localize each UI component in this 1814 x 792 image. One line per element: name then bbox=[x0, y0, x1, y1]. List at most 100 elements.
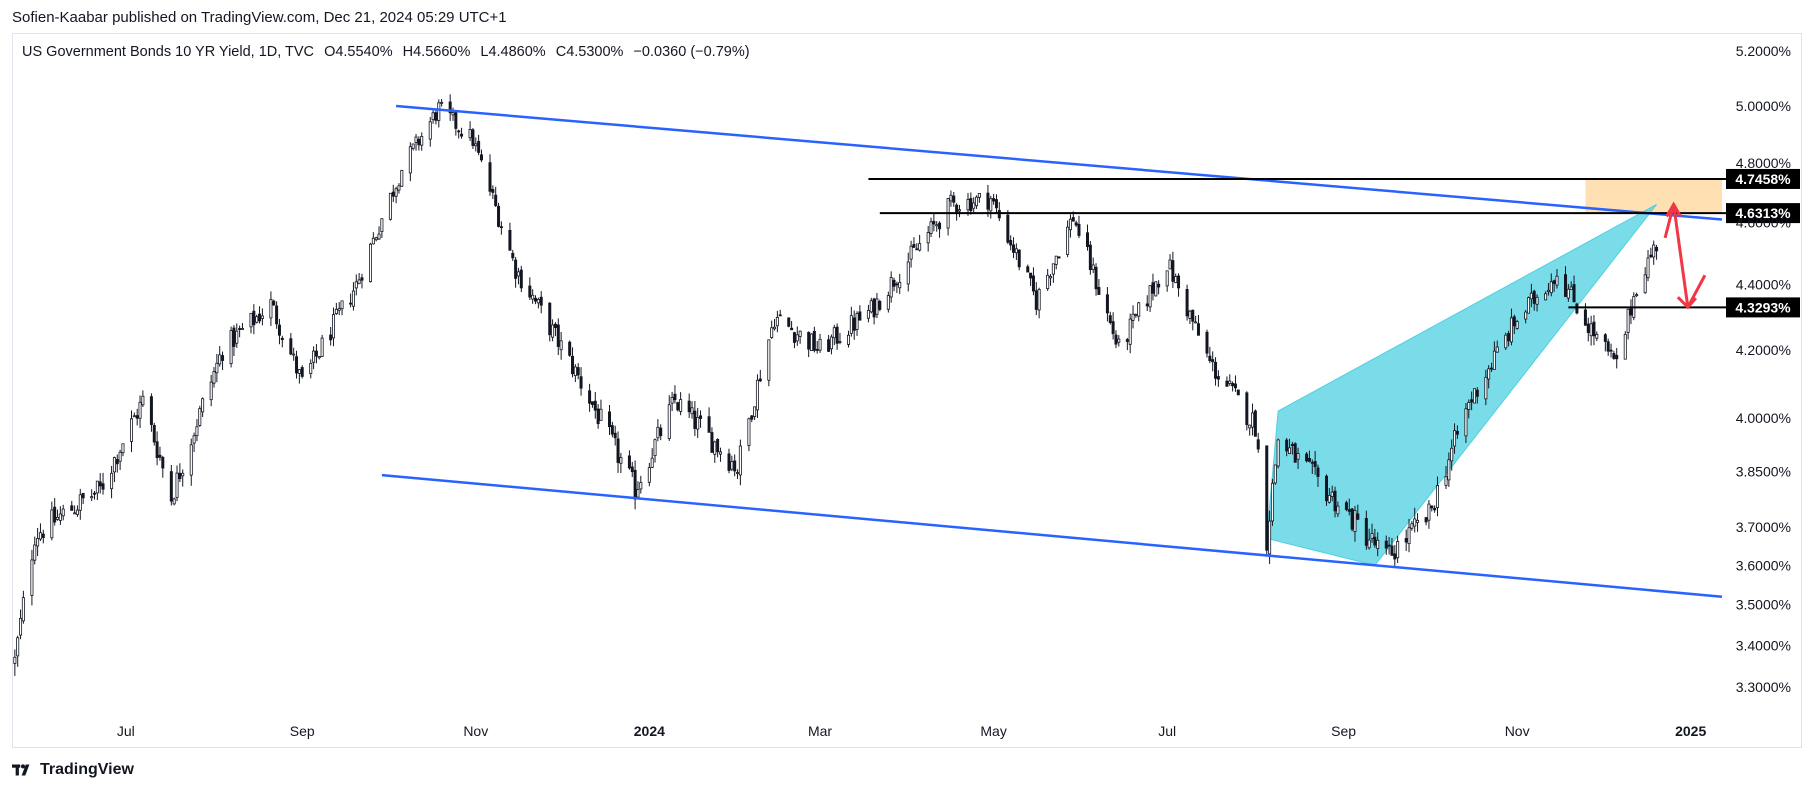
candle-body bbox=[1635, 294, 1639, 296]
candle bbox=[1626, 308, 1630, 340]
candle-body bbox=[400, 170, 404, 187]
candle bbox=[138, 395, 142, 428]
candle-body bbox=[1117, 338, 1121, 343]
candle-body bbox=[1595, 333, 1599, 339]
candle-body bbox=[1191, 309, 1195, 322]
x-axis[interactable]: Jul Sep Nov 2024 Mar May Jul Sep Nov 2025 bbox=[117, 723, 1707, 739]
candle-body bbox=[1603, 334, 1607, 342]
candle bbox=[1447, 452, 1451, 488]
candle-body bbox=[178, 472, 182, 480]
candle-body bbox=[1086, 232, 1090, 248]
candle bbox=[579, 367, 583, 396]
candle-body bbox=[653, 439, 657, 457]
candle-body bbox=[1484, 376, 1488, 400]
candle bbox=[277, 318, 281, 345]
candle bbox=[687, 393, 691, 418]
candle-body bbox=[790, 327, 794, 331]
candle-body bbox=[1074, 222, 1078, 226]
projection-arrow-peak bbox=[1665, 201, 1682, 218]
candle-body bbox=[1228, 380, 1232, 384]
candle bbox=[1134, 313, 1138, 318]
tradingview-footer[interactable]: TradingView bbox=[12, 761, 134, 779]
candle bbox=[1208, 346, 1212, 364]
candle-body bbox=[1544, 293, 1548, 301]
candle bbox=[1196, 315, 1200, 336]
candle bbox=[16, 635, 20, 667]
candle-body bbox=[135, 415, 139, 419]
candle-body bbox=[534, 297, 538, 302]
candle-body bbox=[115, 459, 119, 465]
candle bbox=[869, 297, 873, 314]
candle-body bbox=[687, 400, 691, 413]
candle-body bbox=[528, 285, 532, 298]
candle-body bbox=[1327, 494, 1331, 503]
candle bbox=[189, 438, 193, 486]
y-tick-label: 4.0000% bbox=[1736, 410, 1791, 426]
y-axis[interactable]: 5.2000% 5.0000% 4.8000% 4.6000% 4.4000% 4.200… bbox=[1736, 43, 1791, 695]
candle-body bbox=[571, 355, 575, 375]
candle-body bbox=[155, 441, 159, 459]
candle-body bbox=[1145, 303, 1149, 307]
candle-body bbox=[633, 469, 637, 500]
candle-body bbox=[1566, 288, 1570, 299]
candle bbox=[1435, 476, 1439, 517]
x-tick-label: Jul bbox=[117, 723, 135, 739]
candle bbox=[855, 311, 859, 336]
candle bbox=[1046, 268, 1050, 291]
candle bbox=[1586, 317, 1590, 342]
candle-body bbox=[1652, 244, 1656, 258]
candle bbox=[733, 454, 737, 477]
candle bbox=[858, 305, 862, 321]
candle bbox=[1216, 370, 1220, 387]
candle bbox=[932, 212, 936, 232]
candle bbox=[1325, 474, 1329, 506]
candle bbox=[1111, 312, 1115, 340]
candle bbox=[329, 327, 333, 346]
candle bbox=[377, 226, 381, 240]
candle bbox=[1455, 425, 1459, 439]
candle bbox=[986, 184, 990, 217]
candle-body bbox=[1450, 447, 1454, 462]
candle bbox=[1165, 270, 1169, 292]
candle-body bbox=[1310, 461, 1314, 464]
candle bbox=[633, 460, 637, 510]
candle bbox=[1529, 283, 1533, 308]
candle bbox=[1017, 249, 1021, 271]
candle bbox=[434, 109, 438, 125]
candle-body bbox=[551, 324, 555, 338]
candle bbox=[1487, 365, 1491, 389]
candle bbox=[58, 506, 62, 525]
candle bbox=[175, 465, 179, 502]
candle-body bbox=[1373, 536, 1377, 546]
candle bbox=[599, 399, 603, 421]
candle bbox=[829, 334, 833, 355]
candle-body bbox=[130, 418, 134, 442]
candle-body bbox=[909, 245, 913, 260]
candle bbox=[374, 236, 378, 242]
candle bbox=[792, 331, 796, 349]
candle-body bbox=[1256, 439, 1260, 450]
candle-body bbox=[852, 317, 856, 331]
candle-body bbox=[1154, 281, 1158, 297]
candle-body bbox=[78, 494, 82, 511]
candle-body bbox=[568, 341, 572, 356]
symbol-legend[interactable]: US Government Bonds 10 YR Yield, 1D, TVC… bbox=[22, 44, 756, 60]
candle bbox=[369, 242, 373, 283]
candle-body bbox=[733, 460, 737, 472]
candle bbox=[690, 401, 694, 419]
candle-body bbox=[847, 334, 851, 345]
candle bbox=[1012, 237, 1016, 259]
candle bbox=[130, 410, 134, 453]
candle-body bbox=[494, 194, 498, 206]
candle bbox=[807, 331, 811, 358]
candle bbox=[1137, 301, 1141, 322]
candle-body bbox=[718, 451, 722, 455]
candle bbox=[448, 94, 452, 121]
candle bbox=[1566, 284, 1570, 302]
candle-body bbox=[1572, 284, 1576, 303]
candle-body bbox=[312, 350, 316, 363]
candle-body bbox=[536, 298, 540, 304]
candle-body bbox=[1393, 553, 1397, 560]
candle bbox=[610, 421, 614, 438]
